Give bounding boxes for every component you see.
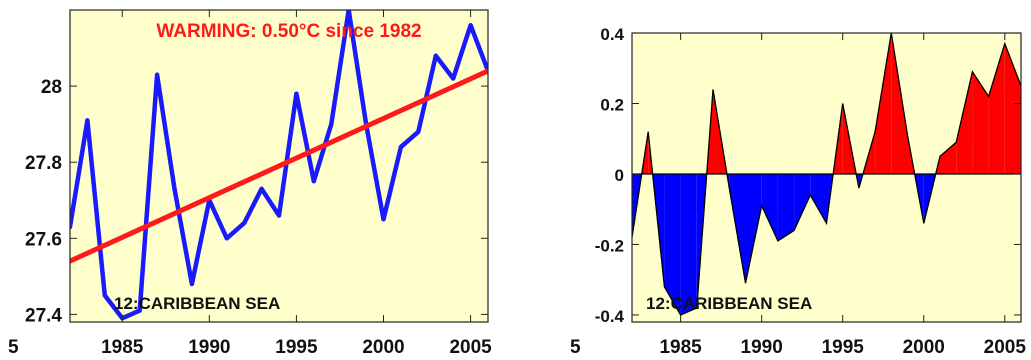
- right-chart-marks: [632, 33, 1021, 316]
- right-xtick-label: 1990: [741, 337, 783, 358]
- right-xtick-label: 2000: [903, 337, 945, 358]
- positive-anomaly-area-1998: [891, 33, 908, 174]
- right-ytick-label: -0.4: [595, 307, 625, 326]
- left-xtick-label: 1990: [188, 337, 230, 358]
- negative-anomaly-area-1990: [761, 174, 778, 241]
- left-chart-marks: [70, 10, 488, 321]
- negative-anomaly-area-1984: [664, 174, 681, 315]
- left-region-label: 12:CARIBBEAN SEA: [114, 294, 280, 313]
- left-plot-frame: [69, 9, 489, 323]
- right-tick-marks: -0.4 -0.2 0 0.2 0.4 5 1985 1990 1995 2000 2005: [570, 25, 1026, 358]
- negative-anomaly-area-1989: [745, 174, 762, 284]
- negative-anomaly-area-1993: [810, 174, 827, 224]
- left-ytick-label: 27.4: [25, 305, 62, 326]
- left-xtick-label: 2000: [362, 337, 404, 358]
- left-xtick-label: 5: [8, 337, 19, 358]
- positive-anomaly-area-2002: [956, 71, 973, 174]
- right-xtick-label: 1995: [822, 337, 865, 358]
- left-warming-annotation: WARMING: 0.50°C since 1982: [156, 21, 421, 42]
- right-ytick-label: -0.2: [595, 236, 624, 255]
- right-xtick-label: 1985: [659, 337, 702, 358]
- right-plot-frame: [631, 32, 1022, 323]
- right-chart-panel: -0.4 -0.2 0 0.2 0.4 5 1985 1990 1995 2000 2005 12:…: [570, 25, 1026, 358]
- right-xtick-label: 5: [570, 337, 581, 358]
- right-ytick-label: 0.4: [600, 25, 624, 44]
- left-xtick-label: 1985: [101, 337, 144, 358]
- trend-line: [70, 68, 488, 264]
- positive-anomaly-area-2001: [940, 142, 957, 174]
- left-tick-marks: 27.4 27.6 27.8 28 5 1985 1990 1995 2000 2005: [8, 10, 492, 358]
- positive-anomaly-area-2004: [988, 43, 1005, 174]
- anomaly-outline: [632, 33, 1021, 316]
- negative-anomaly-area-1991: [777, 174, 795, 241]
- left-chart-panel: 27.4 27.6 27.8 28 5 1985 1990 1995 2000 2005 WARM…: [8, 9, 492, 358]
- negative-anomaly-area-1985: [680, 174, 697, 315]
- positive-anomaly-area-2003: [972, 71, 989, 174]
- right-ytick-label: 0: [615, 166, 624, 185]
- left-xtick-label: 2005: [449, 337, 492, 358]
- negative-anomaly-area-1992: [794, 174, 811, 231]
- right-xtick-label: 2005: [984, 337, 1027, 358]
- left-ytick-label: 27.8: [25, 153, 62, 174]
- right-ytick-label: 0.2: [600, 95, 624, 114]
- left-xtick-label: 1995: [275, 337, 318, 358]
- left-ytick-label: 27.6: [25, 229, 62, 250]
- right-region-label: 12:CARIBBEAN SEA: [646, 294, 812, 313]
- left-ytick-label: 28: [41, 77, 62, 98]
- positive-anomaly-area-1997: [875, 33, 892, 174]
